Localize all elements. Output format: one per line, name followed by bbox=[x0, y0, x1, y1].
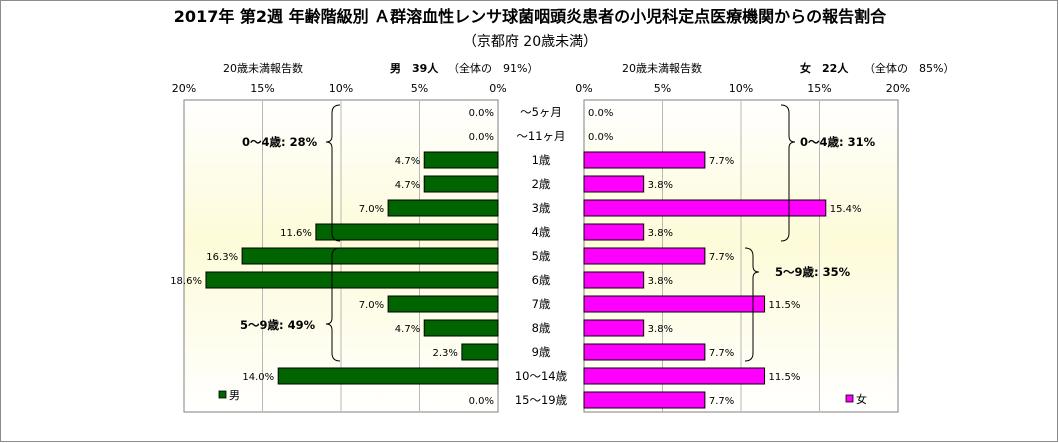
data-label-female: 7.7% bbox=[709, 252, 734, 263]
male-header-share: （全体の 91%） bbox=[448, 61, 538, 75]
data-label-male: 4.7% bbox=[395, 324, 420, 335]
legend-male-swatch bbox=[218, 390, 227, 399]
male-group-5-9-label: 5～9歳: 49% bbox=[240, 318, 316, 332]
tick-label-female: 10% bbox=[729, 82, 753, 95]
bar-male bbox=[423, 319, 499, 337]
female-header-share: （全体の 85%） bbox=[864, 61, 954, 75]
tick-label-male: 10% bbox=[329, 82, 353, 95]
data-label-male: 18.6% bbox=[170, 276, 202, 287]
bar-female bbox=[583, 247, 706, 265]
bars bbox=[205, 151, 827, 409]
bar-female bbox=[583, 271, 645, 289]
axis-ticks: 20% 15% 10% 5% 0% 0% 5% 10% 15% 20% bbox=[172, 82, 910, 95]
female-header-label: 20歳未満報告数 bbox=[622, 62, 702, 75]
data-label-male: 2.3% bbox=[432, 348, 457, 359]
tick-label-female: 5% bbox=[654, 82, 671, 95]
bar-male bbox=[423, 151, 499, 169]
bar-male bbox=[387, 199, 499, 217]
data-label-male: 4.7% bbox=[395, 156, 420, 167]
tick-label-female: 20% bbox=[886, 82, 910, 95]
category-label: 15～19歳 bbox=[515, 393, 568, 407]
category-label: ～5ヶ月 bbox=[520, 105, 562, 119]
legend-female-swatch bbox=[845, 394, 854, 403]
data-label-male: 14.0% bbox=[242, 372, 274, 383]
bar-male bbox=[205, 271, 499, 289]
data-label-male: 4.7% bbox=[395, 180, 420, 191]
bar-male bbox=[423, 175, 499, 193]
category-label: 4歳 bbox=[532, 225, 551, 239]
bar-female bbox=[583, 199, 827, 217]
data-label-female: 0.0% bbox=[588, 108, 613, 119]
data-label-male: 0.0% bbox=[469, 132, 494, 143]
male-group-0-4-label: 0～4歳: 28% bbox=[242, 135, 318, 149]
tick-label-female: 15% bbox=[807, 82, 831, 95]
category-label: 8歳 bbox=[532, 321, 551, 335]
data-labels: 0.0% 0.0% 0.0% 0.0% 4.7% 7.7% 4.7% 3.8% 7.0% 15.4… bbox=[170, 108, 861, 407]
brace-female-5-9 bbox=[744, 247, 760, 362]
female-group-5-9-label: 5～9歳: 35% bbox=[775, 265, 851, 279]
data-label-female: 3.8% bbox=[648, 324, 673, 335]
category-label: 5歳 bbox=[532, 249, 551, 263]
data-label-female: 3.8% bbox=[648, 180, 673, 191]
data-label-female: 0.0% bbox=[588, 132, 613, 143]
data-label-male: 16.3% bbox=[206, 252, 238, 263]
data-label-male: 0.0% bbox=[469, 108, 494, 119]
data-label-male: 7.0% bbox=[359, 300, 384, 311]
male-header-label: 20歳未満報告数 bbox=[223, 62, 303, 75]
male-header-count: 男 39人 bbox=[390, 61, 439, 75]
category-label: 9歳 bbox=[532, 345, 551, 359]
female-group-0-4-label: 0～4歳: 31% bbox=[800, 135, 876, 149]
bar-male bbox=[387, 295, 499, 313]
tick-label-female: 0% bbox=[575, 82, 592, 95]
chart-title: 2017年 第2週 年齢階級別 Ａ群溶血性レンサ球菌咽頭炎患者の小児科定点医療機… bbox=[174, 7, 887, 26]
category-label: 6歳 bbox=[532, 273, 551, 287]
brace-female-0-4 bbox=[780, 104, 796, 242]
data-label-female: 7.7% bbox=[709, 156, 734, 167]
bar-female bbox=[583, 175, 645, 193]
category-label: 7歳 bbox=[532, 297, 551, 311]
bar-female bbox=[583, 295, 766, 313]
bar-female bbox=[583, 391, 706, 409]
bar-male bbox=[241, 247, 499, 265]
category-label: 2歳 bbox=[532, 177, 551, 191]
data-label-female: 7.7% bbox=[709, 348, 734, 359]
data-label-female: 15.4% bbox=[830, 204, 862, 215]
tick-label-male: 20% bbox=[172, 82, 196, 95]
data-label-female: 11.5% bbox=[769, 300, 801, 311]
tick-label-male: 0% bbox=[489, 82, 506, 95]
tick-label-male: 15% bbox=[250, 82, 274, 95]
category-label: 10～14歳 bbox=[515, 369, 568, 383]
bar-female bbox=[583, 319, 645, 337]
bar-female bbox=[583, 151, 706, 169]
data-label-female: 3.8% bbox=[648, 228, 673, 239]
data-label-male: 0.0% bbox=[469, 396, 494, 407]
legend-male-label: 男 bbox=[229, 389, 240, 402]
category-label: ～11ヶ月 bbox=[516, 129, 565, 143]
category-label: 3歳 bbox=[532, 201, 551, 215]
bar-female bbox=[583, 223, 645, 241]
bar-female bbox=[583, 343, 706, 361]
data-label-female: 11.5% bbox=[769, 372, 801, 383]
bar-male bbox=[315, 223, 499, 241]
bar-male bbox=[277, 367, 499, 385]
data-label-female: 7.7% bbox=[709, 396, 734, 407]
legend-female-label: 女 bbox=[856, 392, 867, 406]
category-label: 1歳 bbox=[532, 153, 551, 167]
female-header-count: 女 22人 bbox=[800, 61, 849, 75]
data-label-female: 3.8% bbox=[648, 276, 673, 287]
brace-male-0-4 bbox=[325, 104, 341, 242]
tick-label-male: 5% bbox=[411, 82, 428, 95]
data-label-male: 11.6% bbox=[280, 228, 312, 239]
bar-male bbox=[461, 343, 499, 361]
bar-female bbox=[583, 367, 766, 385]
data-label-male: 7.0% bbox=[359, 204, 384, 215]
chart-subtitle: （京都府 20歳未満） bbox=[463, 34, 597, 50]
category-labels: ～5ヶ月 ～11ヶ月 1歳 2歳 3歳 4歳 5歳 6歳 7歳 8歳 9歳 10～14歳 15～19歳 bbox=[515, 105, 568, 407]
brace-male-5-9 bbox=[325, 247, 341, 362]
